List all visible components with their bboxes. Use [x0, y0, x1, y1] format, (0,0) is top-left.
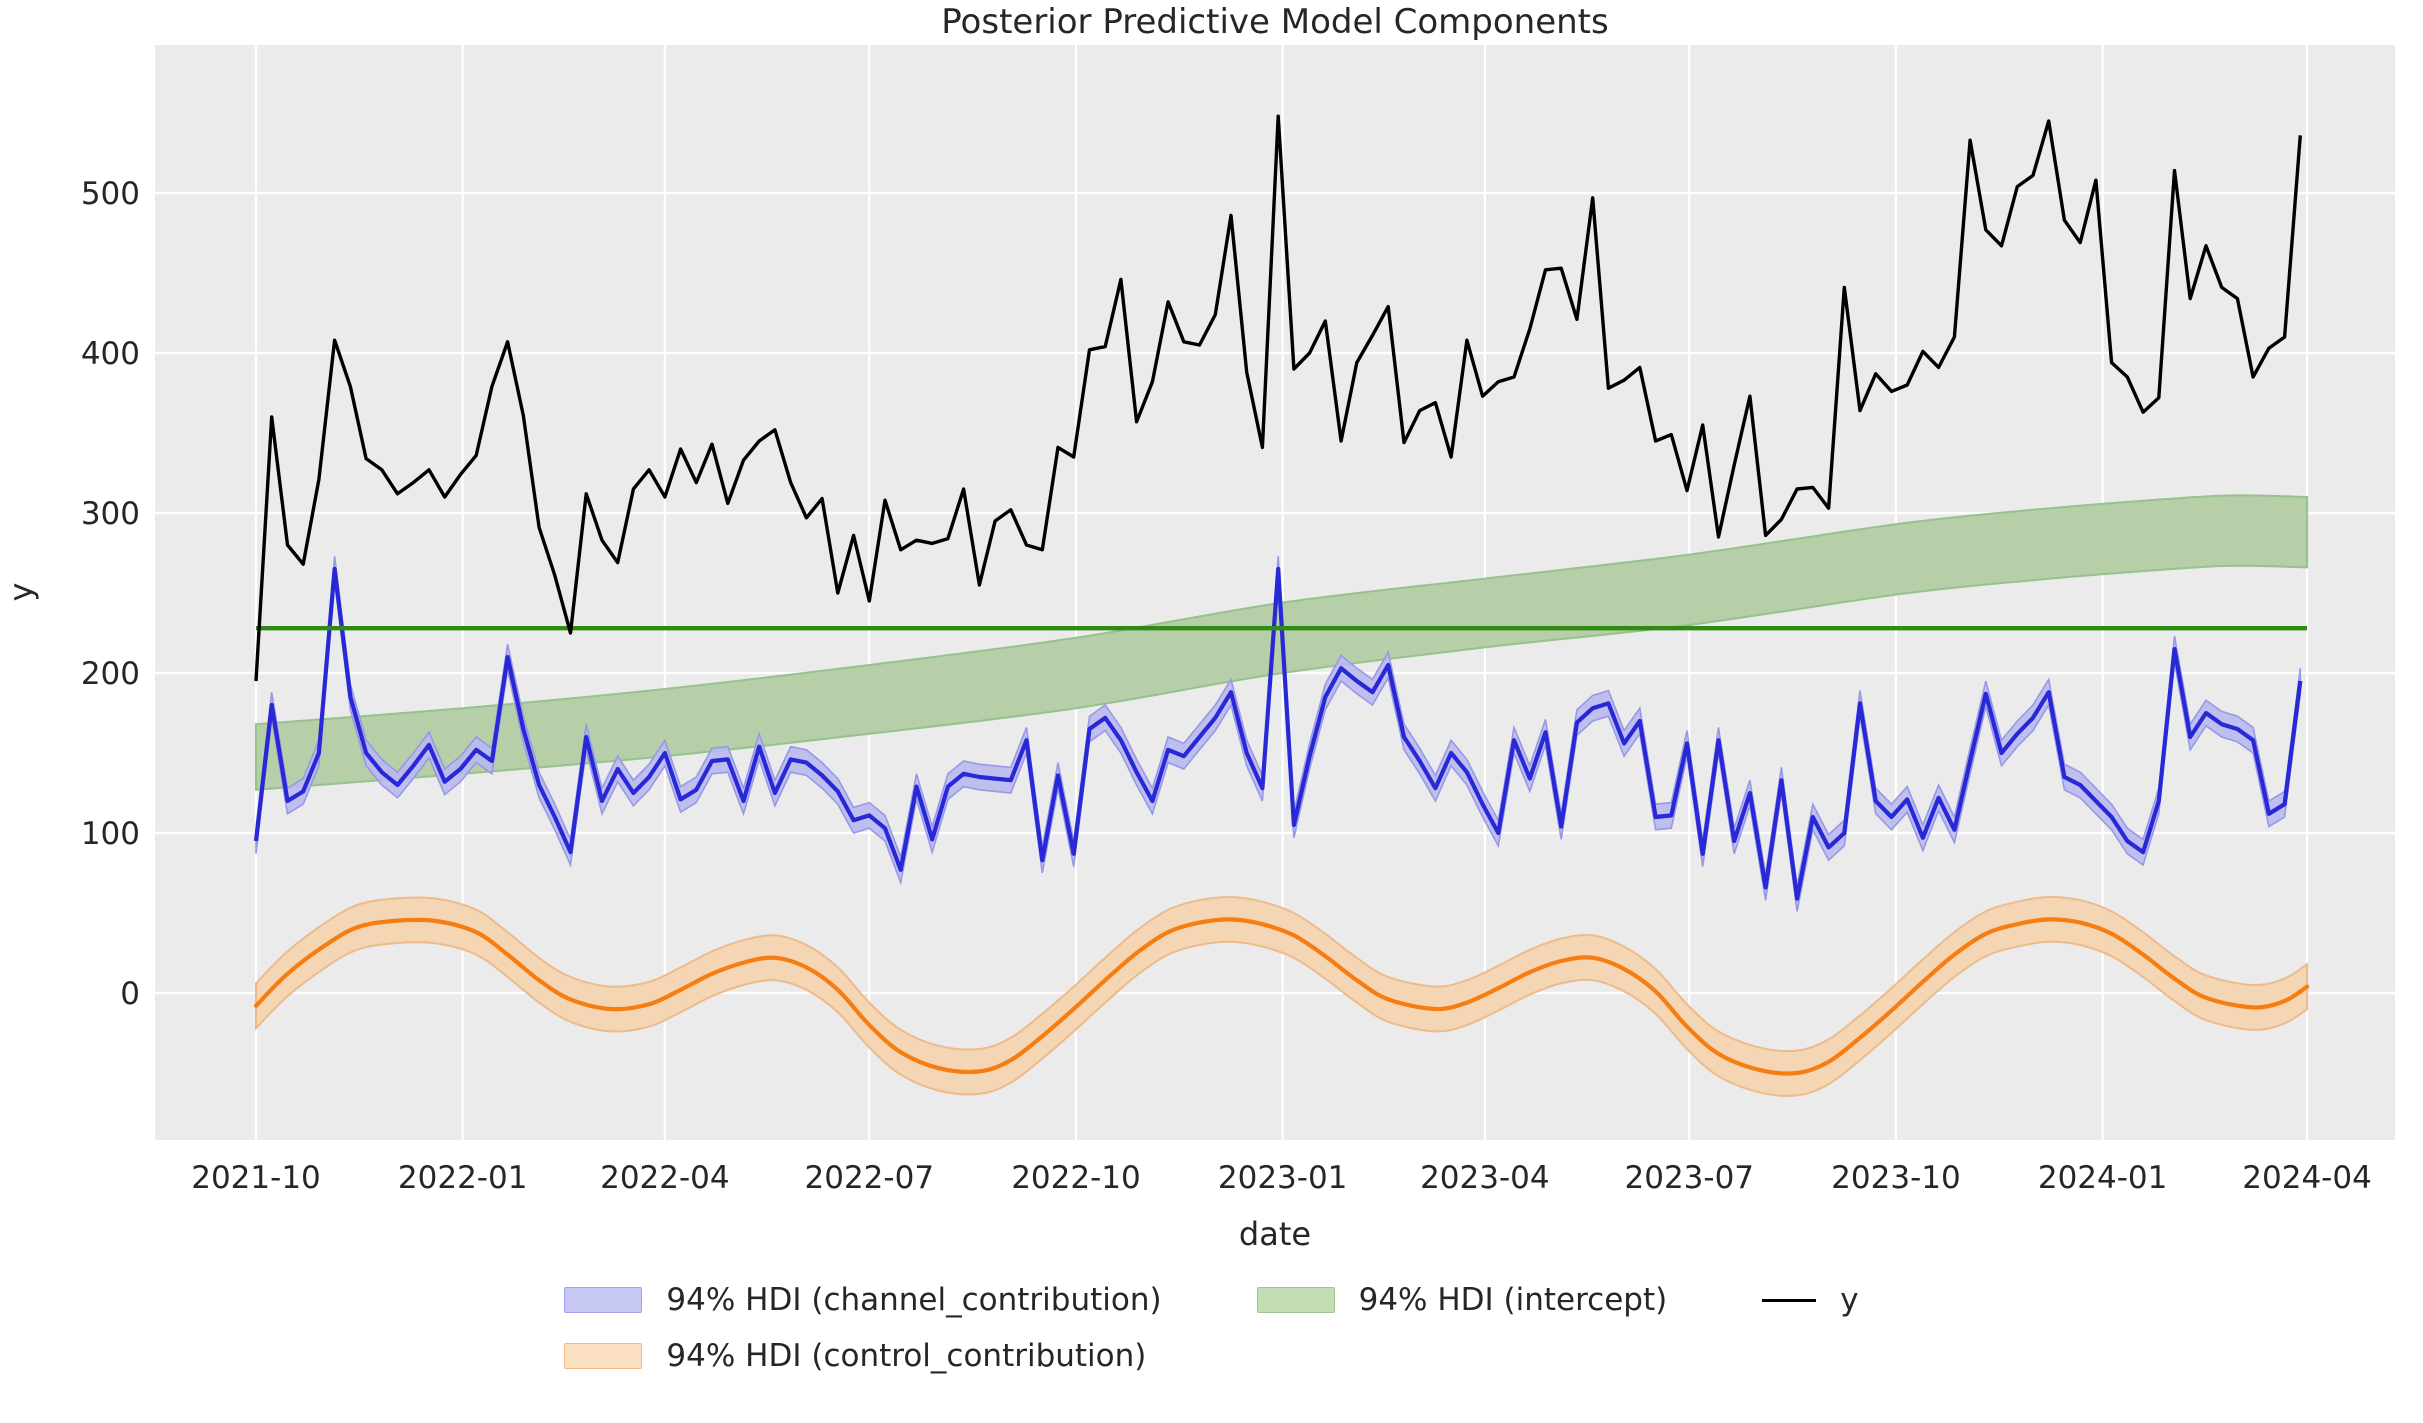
x-tick-label: 2024-01: [2038, 1160, 2168, 1196]
x-tick-label: 2024-04: [2242, 1160, 2372, 1196]
x-tick-label: 2023-04: [1420, 1160, 1550, 1196]
y-tick-label: 400: [81, 336, 140, 372]
x-tick-label: 2022-01: [398, 1160, 528, 1196]
legend-row-2: 94% HDI (control_contribution): [564, 1339, 1858, 1373]
legend-label-control-hdi: 94% HDI (control_contribution): [666, 1338, 1147, 1375]
channel-contribution-line: [253, 566, 2303, 901]
legend-item-control-hdi: 94% HDI (control_contribution): [564, 1339, 1146, 1373]
x-tick-label: 2021-10: [191, 1160, 321, 1196]
x-tick-label: 2022-04: [600, 1160, 730, 1196]
y-tick-label: 500: [81, 176, 140, 212]
legend-label-y: y: [1840, 1282, 1859, 1318]
channel-hdi-swatch: [564, 1287, 643, 1314]
legend-item-y: y: [1762, 1282, 1859, 1318]
x-tick-label: 2023-10: [1831, 1160, 1961, 1196]
y-tick-label: 200: [81, 656, 140, 692]
x-axis-label: date: [1239, 1215, 1311, 1253]
y-line-swatch: [1762, 1298, 1817, 1302]
chart-plot-area: 0 100 200 300 400 500 2021-10 2022-01 2022-04 202…: [2, 2, 2395, 1253]
control-hdi-band: [255, 895, 2309, 1097]
y-axis-label: y: [2, 583, 40, 602]
control-contribution-line: [253, 917, 2310, 1076]
chart-title: Posterior Predictive Model Components: [941, 2, 1608, 42]
y-tick-label: 0: [120, 976, 140, 1012]
x-tick-label: 2022-07: [805, 1160, 935, 1196]
intercept-hdi-swatch: [1256, 1287, 1335, 1314]
x-tick-label: 2023-01: [1218, 1160, 1348, 1196]
control-hdi-swatch: [564, 1343, 643, 1370]
x-tick-label: 2023-07: [1625, 1160, 1755, 1196]
legend-item-intercept-hdi: 94% HDI (intercept): [1256, 1282, 1668, 1318]
legend-item-channel-hdi: 94% HDI (channel_contribution): [564, 1282, 1162, 1318]
y-tick-label: 100: [81, 816, 140, 852]
x-tick-label: 2022-10: [1011, 1160, 1141, 1196]
legend-label-channel-hdi: 94% HDI (channel_contribution): [666, 1282, 1162, 1318]
y-tick-label: 300: [81, 496, 140, 532]
legend-label-intercept-hdi: 94% HDI (intercept): [1358, 1282, 1668, 1318]
y-series-line: [254, 114, 2302, 682]
legend-row-1: 94% HDI (channel_contribution) 94% HDI (…: [564, 1282, 1859, 1318]
legend: 94% HDI (channel_contribution) 94% HDI (…: [0, 1283, 2423, 1395]
